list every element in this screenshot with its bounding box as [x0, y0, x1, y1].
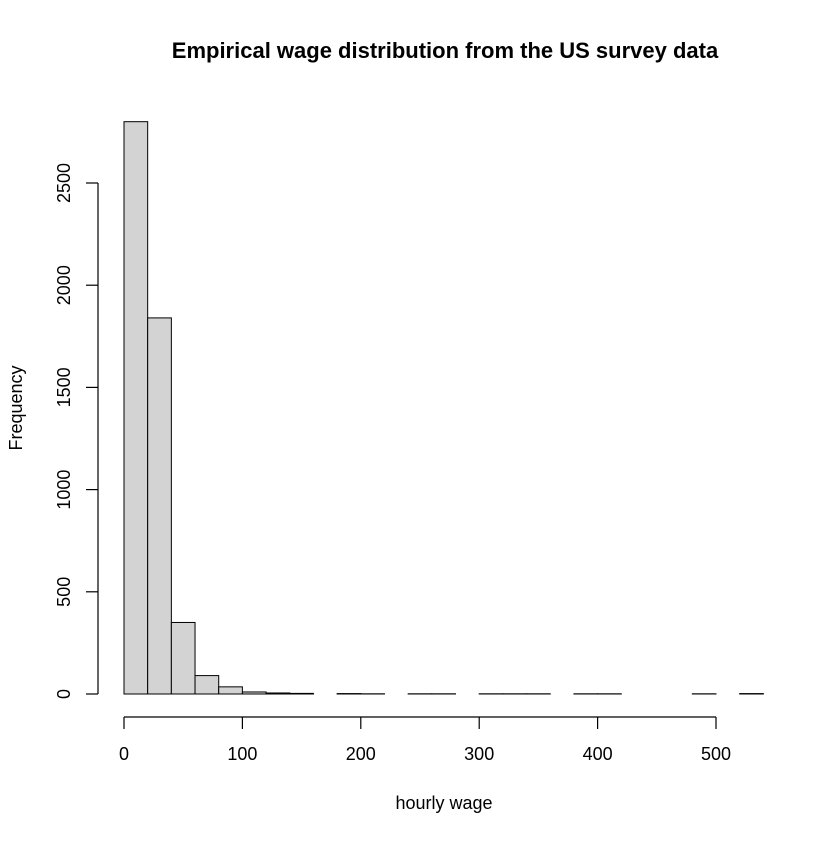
- y-tick-label-2000: 2000: [54, 265, 74, 305]
- x-tick-label-400: 400: [583, 744, 613, 764]
- y-tick-label-0: 0: [54, 689, 74, 699]
- x-tick-label-500: 500: [701, 744, 731, 764]
- x-tick-label-100: 100: [227, 744, 257, 764]
- histogram-bar-60-80: [195, 676, 219, 694]
- x-tick-label-200: 200: [346, 744, 376, 764]
- y-tick-label-500: 500: [54, 577, 74, 607]
- y-axis-title: Frequency: [6, 365, 26, 450]
- histogram-bar-40-60: [171, 622, 195, 694]
- histogram-bar-100-120: [242, 692, 266, 694]
- histogram-bar-140-160: [290, 693, 314, 694]
- y-tick-label-1000: 1000: [54, 470, 74, 510]
- bars-layer: [124, 122, 763, 694]
- histogram-bar-0-20: [124, 122, 148, 694]
- x-tick-label-300: 300: [464, 744, 494, 764]
- histogram-bar-20-40: [148, 318, 172, 694]
- x-axis-title: hourly wage: [395, 793, 492, 813]
- x-tick-label-0: 0: [119, 744, 129, 764]
- y-tick-label-1500: 1500: [54, 367, 74, 407]
- x-ticks-layer: 0 100 200 300 400 500: [119, 717, 731, 764]
- histogram-bar-120-140: [266, 693, 290, 694]
- y-tick-label-2500: 2500: [54, 163, 74, 203]
- y-ticks-layer: 0 500 1000 1500 2000 2500: [54, 163, 98, 699]
- histogram-bar-80-100: [219, 687, 243, 694]
- chart-title: Empirical wage distribution from the US …: [172, 38, 719, 63]
